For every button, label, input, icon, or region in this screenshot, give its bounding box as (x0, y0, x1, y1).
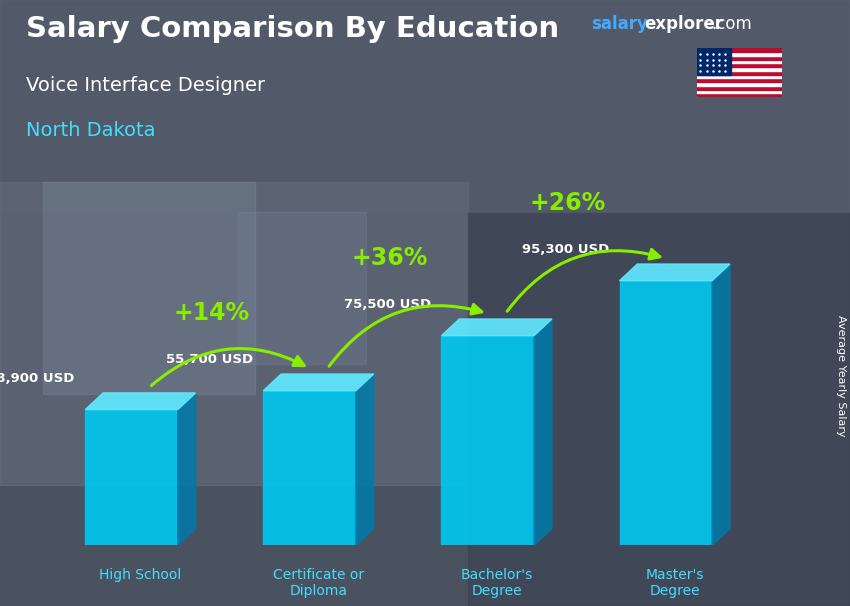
Text: .com: .com (711, 15, 752, 33)
Bar (238, 212, 366, 364)
Bar (697, 90, 782, 93)
Bar (42, 182, 255, 394)
Polygon shape (264, 374, 374, 391)
Polygon shape (178, 393, 196, 545)
Text: Voice Interface Designer: Voice Interface Designer (26, 76, 264, 95)
Text: Bachelor's
Degree: Bachelor's Degree (461, 568, 533, 598)
Text: 95,300 USD: 95,300 USD (522, 243, 609, 256)
Text: Salary Comparison By Education: Salary Comparison By Education (26, 15, 558, 43)
Text: Certificate or
Diploma: Certificate or Diploma (273, 568, 364, 598)
Bar (697, 64, 782, 67)
Polygon shape (620, 264, 730, 281)
Text: 75,500 USD: 75,500 USD (343, 298, 431, 311)
Polygon shape (441, 319, 552, 336)
Polygon shape (534, 319, 552, 545)
Bar (697, 59, 782, 64)
Text: explorer: explorer (644, 15, 723, 33)
Bar (697, 52, 782, 56)
Bar (0, 182, 468, 485)
Bar (697, 78, 782, 82)
Bar (697, 48, 731, 75)
Bar (468, 212, 850, 606)
Text: North Dakota: North Dakota (26, 121, 155, 140)
Text: +36%: +36% (352, 246, 428, 270)
Text: High School: High School (99, 568, 182, 582)
Text: salary: salary (591, 15, 648, 33)
Bar (697, 82, 782, 86)
Bar (0, 0, 850, 212)
Bar (697, 93, 782, 97)
Polygon shape (85, 393, 196, 410)
Text: 55,700 USD: 55,700 USD (166, 353, 252, 365)
Polygon shape (441, 336, 534, 545)
Polygon shape (620, 281, 712, 545)
Bar (697, 86, 782, 90)
Polygon shape (356, 374, 374, 545)
Text: +14%: +14% (173, 301, 250, 325)
Bar (697, 71, 782, 75)
Bar (697, 48, 782, 52)
Bar (697, 67, 782, 71)
Polygon shape (264, 391, 356, 545)
Text: Master's
Degree: Master's Degree (645, 568, 704, 598)
Bar (697, 75, 782, 78)
Bar (697, 56, 782, 59)
Text: +26%: +26% (530, 191, 606, 215)
Text: 48,900 USD: 48,900 USD (0, 371, 75, 385)
Text: Average Yearly Salary: Average Yearly Salary (836, 315, 846, 436)
Polygon shape (712, 264, 730, 545)
Polygon shape (85, 410, 178, 545)
